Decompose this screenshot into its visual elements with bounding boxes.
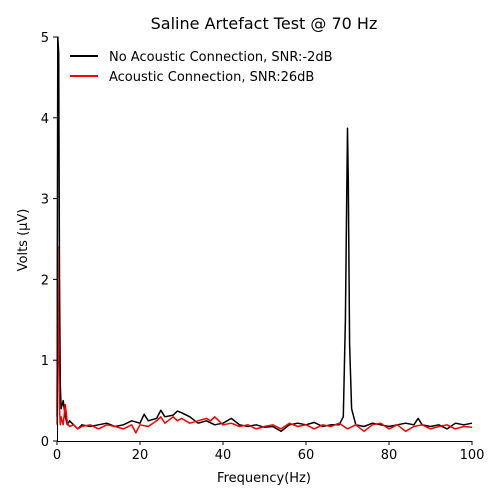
- y-tick-label: 3: [41, 193, 49, 208]
- series-line-1: [56, 246, 473, 434]
- y-tick-label: 0: [41, 435, 49, 450]
- y-tick-label: 2: [41, 273, 49, 288]
- ticks: 0 20 40 60 80 100 0 1 2 3 4 5: [41, 31, 485, 463]
- y-tick-label: 5: [41, 31, 49, 46]
- legend-label-no-acoustic: No Acoustic Connection, SNR:-2dB: [109, 50, 333, 65]
- x-tick-label: 80: [381, 448, 398, 463]
- x-tick-label: 0: [53, 448, 61, 463]
- x-tick-label: 40: [215, 448, 232, 463]
- legend: No Acoustic Connection, SNR:-2dB Acousti…: [70, 50, 333, 85]
- x-tick-label: 60: [298, 448, 315, 463]
- plot-lines: [56, 36, 473, 434]
- y-axis-label: Volts (μV): [16, 209, 31, 272]
- y-tick-label: 4: [41, 112, 49, 127]
- chart-title: Saline Artefact Test @ 70 Hz: [151, 14, 378, 33]
- x-tick-label: 100: [460, 448, 485, 463]
- legend-label-acoustic: Acoustic Connection, SNR:26dB: [109, 70, 314, 85]
- y-tick-label: 1: [41, 354, 49, 369]
- x-tick-label: 20: [132, 448, 149, 463]
- axes: [57, 37, 472, 442]
- x-axis-label: Frequency(Hz): [217, 471, 311, 486]
